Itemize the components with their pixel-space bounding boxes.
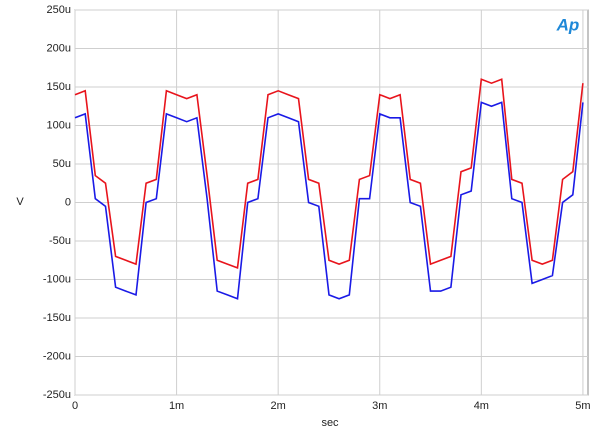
y-tick-label: -200u bbox=[43, 350, 71, 362]
logo: Ap bbox=[556, 15, 580, 34]
y-tick-label: -250u bbox=[43, 389, 71, 401]
y-tick-label: 100u bbox=[47, 119, 71, 131]
x-tick-label: 4m bbox=[474, 400, 489, 412]
y-tick-label: 200u bbox=[47, 42, 71, 54]
series-line bbox=[74, 101, 584, 300]
y-axis-label: V bbox=[16, 196, 24, 208]
x-tick-label: 2m bbox=[271, 400, 286, 412]
y-tick-label: 50u bbox=[53, 158, 71, 170]
x-tick-label: 5m bbox=[575, 400, 590, 412]
y-tick-label: -50u bbox=[49, 235, 71, 247]
x-axis-label: sec bbox=[321, 417, 339, 429]
series-line bbox=[74, 78, 584, 270]
y-tick-label: 150u bbox=[47, 81, 71, 93]
y-tick-label: 0 bbox=[65, 196, 71, 208]
x-tick-label: 0 bbox=[72, 400, 78, 412]
y-tick-label: -100u bbox=[43, 273, 71, 285]
x-tick-label: 1m bbox=[169, 400, 184, 412]
y-tick-label: -150u bbox=[43, 312, 71, 324]
y-tick-label: 250u bbox=[47, 4, 71, 16]
x-tick-label: 3m bbox=[372, 400, 387, 412]
